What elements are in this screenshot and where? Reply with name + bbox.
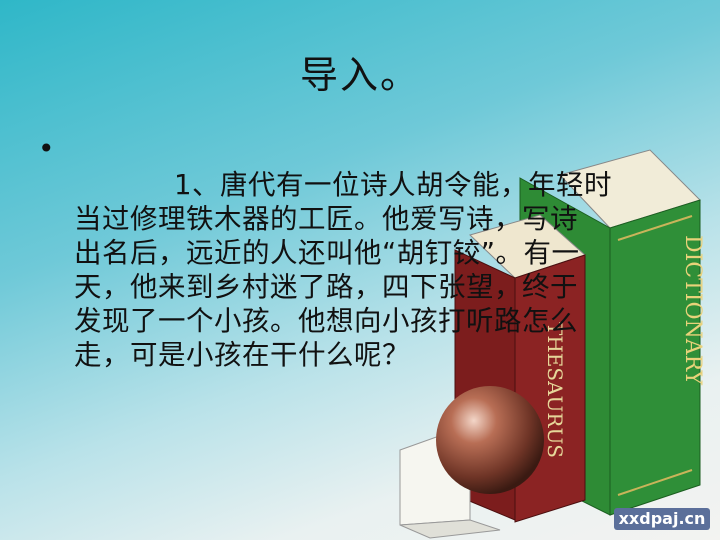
bullet-point: • — [38, 132, 55, 165]
paragraph-line: 走，可是小孩在干什么呢？ — [74, 339, 410, 371]
paragraph-line: 1、唐代有一位诗人胡令能，年轻时 — [174, 169, 612, 201]
thesaurus-spine-text: THESAURUS — [543, 322, 567, 458]
watermark-logo: xxdpaj.cn — [614, 508, 710, 530]
dictionary-spine-text: DICTIONARY — [680, 235, 705, 386]
paragraph-line: 当过修理铁木器的工匠。他爱写诗，写诗 — [74, 203, 578, 235]
sphere — [436, 386, 544, 494]
paragraph-line: 出名后，远近的人还叫他“胡钉铰”。有一 — [74, 237, 580, 269]
story-paragraph: 1、唐代有一位诗人胡令能，年轻时 当过修理铁木器的工匠。他爱写诗，写诗 出名后，… — [74, 168, 674, 372]
slide-title: 导入。 — [299, 53, 420, 97]
paragraph-line: 发现了一个小孩。他想向小孩打听路怎么 — [74, 305, 578, 337]
paragraph-line: 天，他来到乡村迷了路，四下张望，终于 — [74, 271, 578, 303]
